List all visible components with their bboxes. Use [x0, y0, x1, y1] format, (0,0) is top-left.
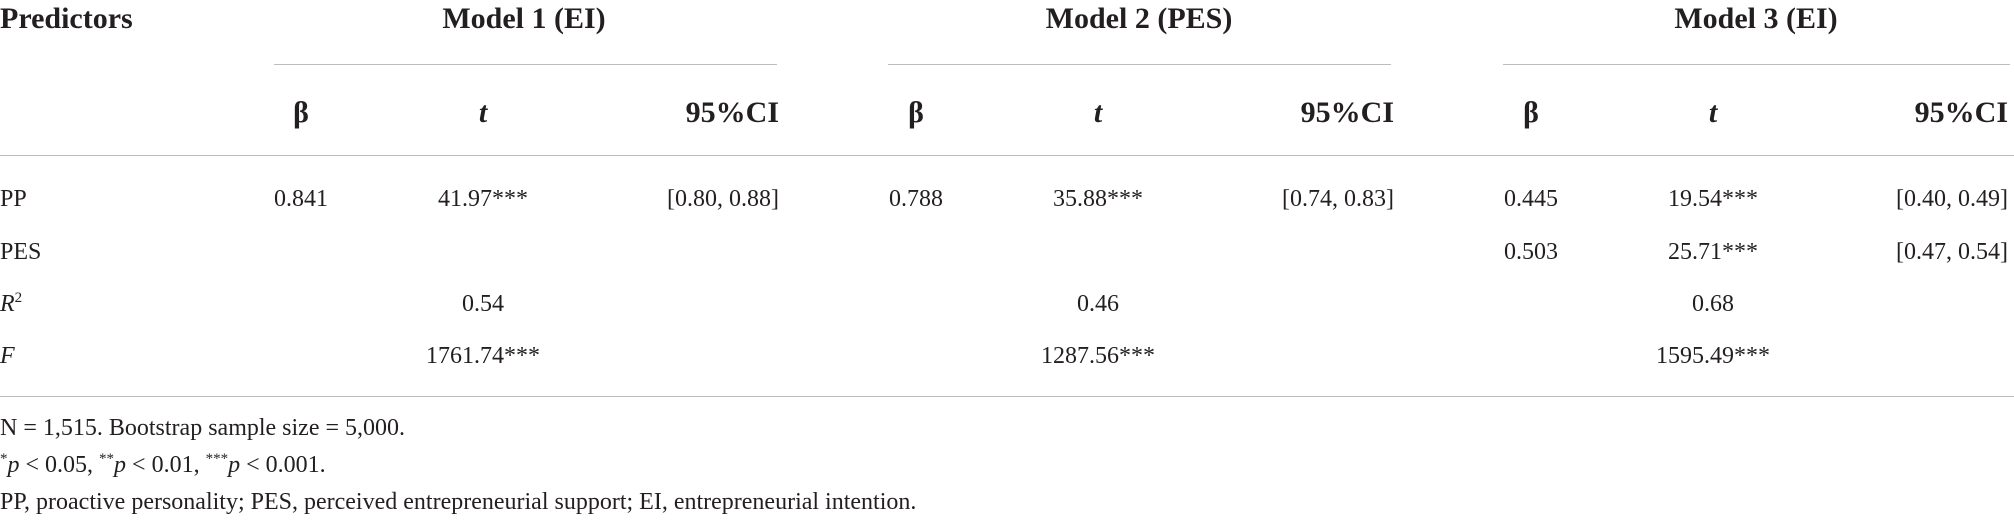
row-label-text: PP	[0, 186, 27, 212]
column-header: β	[908, 96, 924, 129]
note-text: p	[7, 452, 20, 478]
model-rule	[274, 64, 777, 65]
cell: 1287.56***	[1041, 343, 1155, 369]
cell: [0.40, 0.49]	[1896, 186, 2008, 212]
cell: 35.88***	[1053, 186, 1143, 212]
cell: 0.841	[274, 186, 328, 212]
row-label-text: F	[0, 343, 15, 369]
cell: 0.46	[1077, 291, 1119, 317]
note-text: < 0.05,	[19, 452, 100, 478]
note-text: < 0.001.	[240, 452, 326, 478]
row-label: PES	[0, 237, 41, 267]
column-header: t	[1708, 96, 1718, 129]
note: *p < 0.05, **p < 0.01, ***p < 0.001.	[0, 450, 326, 480]
bottom-rule	[0, 396, 2014, 397]
column-header: 95%CI	[1914, 96, 2008, 129]
header-rule	[0, 155, 2014, 156]
column-header: β	[293, 96, 309, 129]
cell: 0.503	[1504, 239, 1558, 265]
cell: [0.80, 0.88]	[667, 186, 779, 212]
cell: 0.54	[462, 291, 504, 317]
note: PP, proactive personality; PES, perceive…	[0, 487, 916, 517]
cell: 0.445	[1504, 186, 1558, 212]
note-text: **	[99, 451, 115, 467]
note-text: < 0.01,	[126, 452, 206, 478]
cell: 19.54***	[1668, 186, 1758, 212]
cell: [0.74, 0.83]	[1282, 186, 1394, 212]
model-title: Model 3 (EI)	[1674, 2, 1838, 35]
model-rule	[888, 64, 1391, 65]
note-text: ***	[205, 451, 229, 467]
column-header: t	[478, 96, 488, 129]
column-header: β	[1523, 96, 1539, 129]
row-label: PP	[0, 184, 27, 214]
cell: 1595.49***	[1656, 343, 1770, 369]
cell: 25.71***	[1668, 239, 1758, 265]
row-label: F	[0, 341, 15, 371]
model-title: Model 1 (EI)	[442, 2, 606, 35]
column-header: 95%CI	[1300, 96, 1394, 129]
note-text: *	[0, 451, 8, 467]
note-text: p	[228, 452, 241, 478]
note: N = 1,515. Bootstrap sample size = 5,000…	[0, 413, 405, 443]
cell: 41.97***	[438, 186, 528, 212]
note-text: N = 1,515. Bootstrap sample size = 5,000…	[0, 415, 406, 441]
predictors-header: Predictors	[0, 2, 133, 35]
row-label: R2	[0, 289, 22, 319]
cell: 0.788	[889, 186, 943, 212]
column-header: 95%CI	[685, 96, 779, 129]
note-text: PP, proactive personality; PES, perceive…	[0, 489, 917, 515]
cell: 1761.74***	[426, 343, 540, 369]
row-label-sup: 2	[14, 290, 23, 306]
cell: 0.68	[1692, 291, 1734, 317]
row-label-text: PES	[0, 239, 42, 265]
column-header: t	[1093, 96, 1103, 129]
model-rule	[1503, 64, 2010, 65]
row-label-text: R	[0, 291, 15, 317]
note-text: p	[114, 452, 127, 478]
cell: [0.47, 0.54]	[1896, 239, 2008, 265]
model-title: Model 2 (PES)	[1045, 2, 1233, 35]
